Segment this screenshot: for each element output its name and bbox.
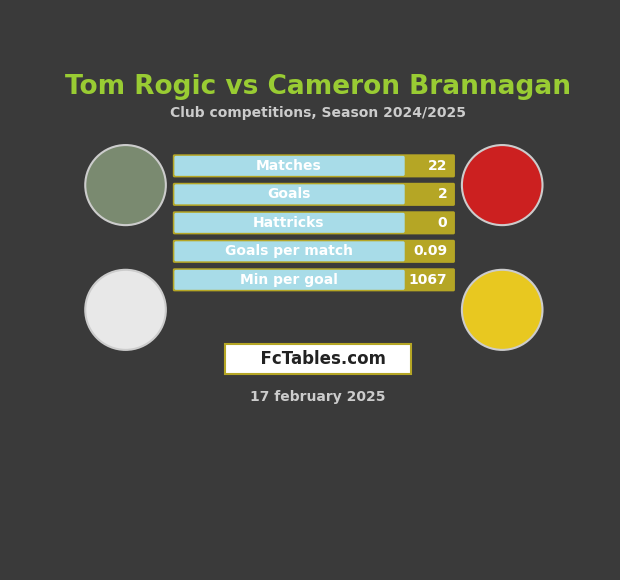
Text: 22: 22 (428, 159, 447, 173)
FancyBboxPatch shape (173, 240, 455, 263)
Circle shape (86, 270, 166, 350)
FancyBboxPatch shape (173, 269, 455, 291)
FancyBboxPatch shape (173, 183, 455, 206)
FancyBboxPatch shape (174, 184, 405, 204)
Text: Goals per match: Goals per match (225, 244, 353, 258)
Text: Goals: Goals (267, 187, 311, 201)
FancyBboxPatch shape (173, 211, 455, 234)
FancyBboxPatch shape (174, 241, 405, 262)
Text: Hattricks: Hattricks (253, 216, 324, 230)
Text: Tom Rogic vs Cameron Brannagan: Tom Rogic vs Cameron Brannagan (64, 74, 571, 100)
Text: Club competitions, Season 2024/2025: Club competitions, Season 2024/2025 (170, 106, 466, 119)
FancyBboxPatch shape (174, 270, 405, 290)
Text: 2: 2 (438, 187, 447, 201)
FancyBboxPatch shape (224, 345, 410, 374)
Circle shape (86, 145, 166, 225)
Text: 17 february 2025: 17 february 2025 (250, 390, 386, 404)
FancyBboxPatch shape (174, 156, 405, 176)
Text: FcTables.com: FcTables.com (249, 350, 386, 368)
Text: Min per goal: Min per goal (240, 273, 338, 287)
Circle shape (462, 145, 542, 225)
Text: Matches: Matches (256, 159, 322, 173)
Text: 0.09: 0.09 (413, 244, 447, 258)
FancyBboxPatch shape (174, 213, 405, 233)
Circle shape (462, 270, 542, 350)
Text: 1067: 1067 (409, 273, 447, 287)
Text: 0: 0 (438, 216, 447, 230)
FancyBboxPatch shape (173, 154, 455, 177)
